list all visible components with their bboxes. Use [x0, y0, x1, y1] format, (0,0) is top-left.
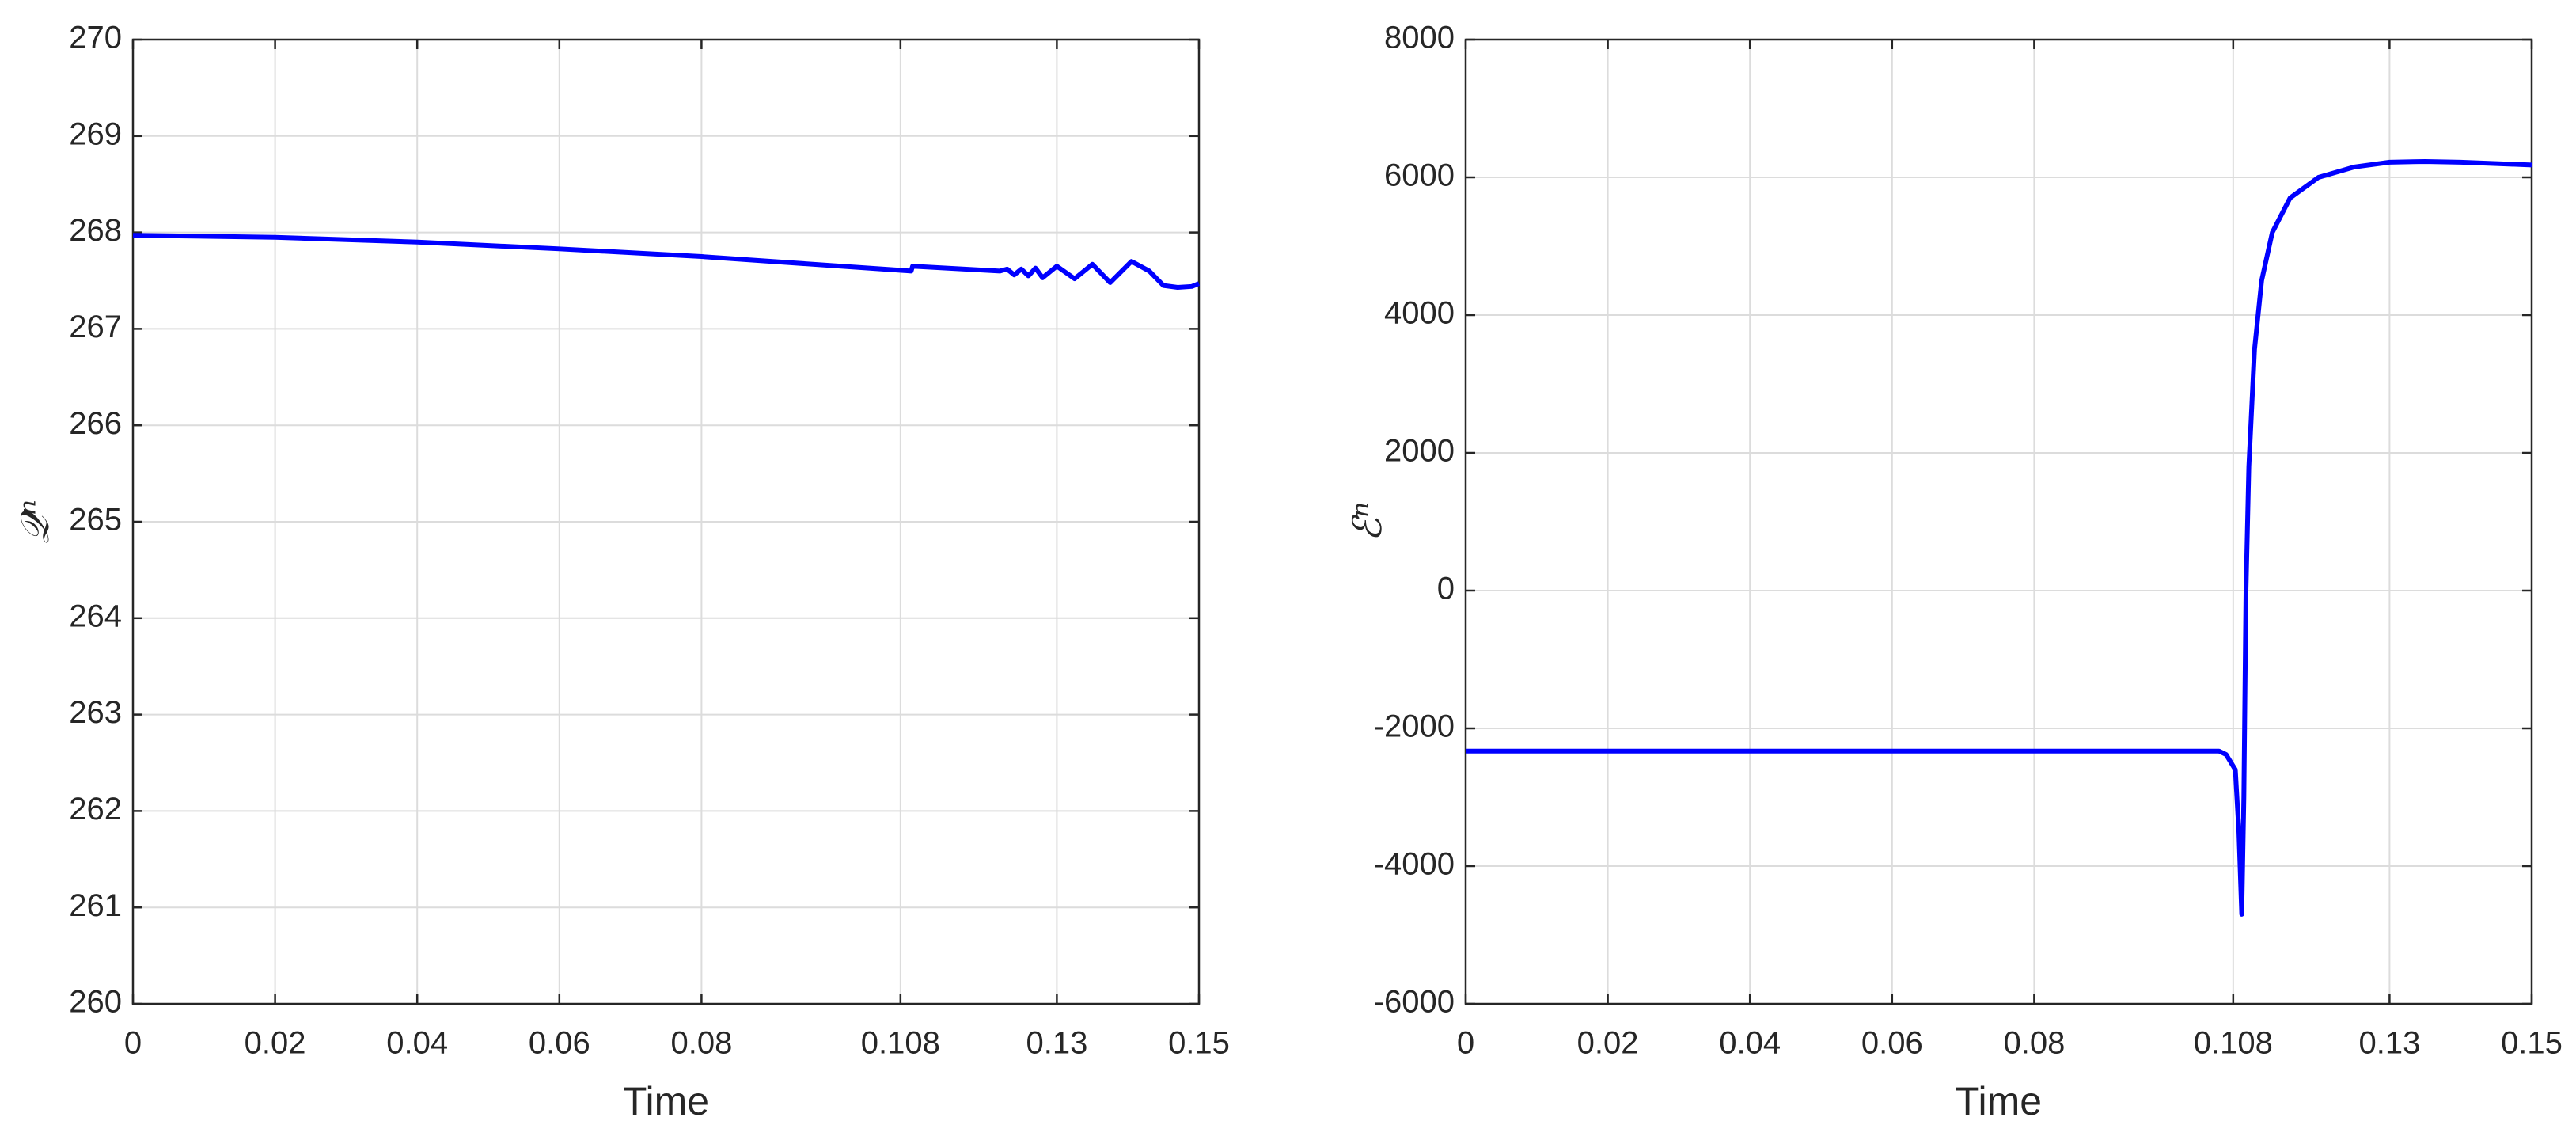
- y-tick-label: 264: [69, 599, 122, 633]
- x-axis-label: Time: [623, 1079, 709, 1123]
- y-tick-label: 269: [69, 116, 122, 151]
- y-tick-label: 6000: [1384, 158, 1455, 193]
- y-tick-label: -4000: [1374, 847, 1455, 882]
- x-tick-label: 0.02: [1577, 1026, 1639, 1061]
- x-tick-label: 0.08: [670, 1026, 732, 1061]
- x-tick-label: 0.108: [2194, 1026, 2273, 1061]
- y-tick-label: -6000: [1374, 985, 1455, 1020]
- x-tick-label: 0.15: [1168, 1026, 1230, 1061]
- x-tick-label: 0.13: [2358, 1026, 2420, 1061]
- y-axis-label: 𝒬ⁿ: [12, 500, 58, 544]
- x-tick-label: 0.02: [245, 1026, 306, 1061]
- y-tick-label: 2000: [1384, 434, 1455, 469]
- y-tick-label: 262: [69, 792, 122, 827]
- x-tick-label: 0.08: [2003, 1026, 2065, 1061]
- data-line: [1466, 158, 2532, 917]
- x-tick-label: 0.06: [1861, 1026, 1923, 1061]
- y-tick-label: -2000: [1374, 709, 1455, 744]
- y-tick-label: 4000: [1384, 296, 1455, 331]
- x-axis-label: Time: [1956, 1079, 2042, 1123]
- x-tick-label: 0.13: [1026, 1026, 1087, 1061]
- x-tick-label: 0.04: [386, 1026, 448, 1061]
- y-tick-label: 268: [69, 213, 122, 248]
- y-tick-label: 266: [69, 406, 122, 441]
- y-tick-label: 8000: [1384, 21, 1455, 55]
- x-tick-label: 0.108: [861, 1026, 940, 1061]
- x-tick-label: 0: [124, 1026, 142, 1061]
- axes-box: [1464, 38, 2533, 1005]
- y-tick-label: 260: [69, 985, 122, 1020]
- x-tick-label: 0: [1457, 1026, 1474, 1061]
- y-tick-label: 261: [69, 888, 122, 923]
- y-tick-label: 267: [69, 310, 122, 344]
- x-tick-label: 0.06: [529, 1026, 590, 1061]
- x-tick-label: 0.04: [1719, 1026, 1781, 1061]
- y-tick-label: 0: [1437, 572, 1455, 606]
- data-line: [132, 233, 1201, 291]
- x-tick-label: 0.15: [2501, 1026, 2563, 1061]
- y-tick-label: 270: [69, 21, 122, 55]
- y-axis-label: ℰⁿ: [1345, 502, 1390, 542]
- y-tick-label: 263: [69, 695, 122, 730]
- axes-box: [131, 38, 1201, 1005]
- y-tick-label: 265: [69, 503, 122, 538]
